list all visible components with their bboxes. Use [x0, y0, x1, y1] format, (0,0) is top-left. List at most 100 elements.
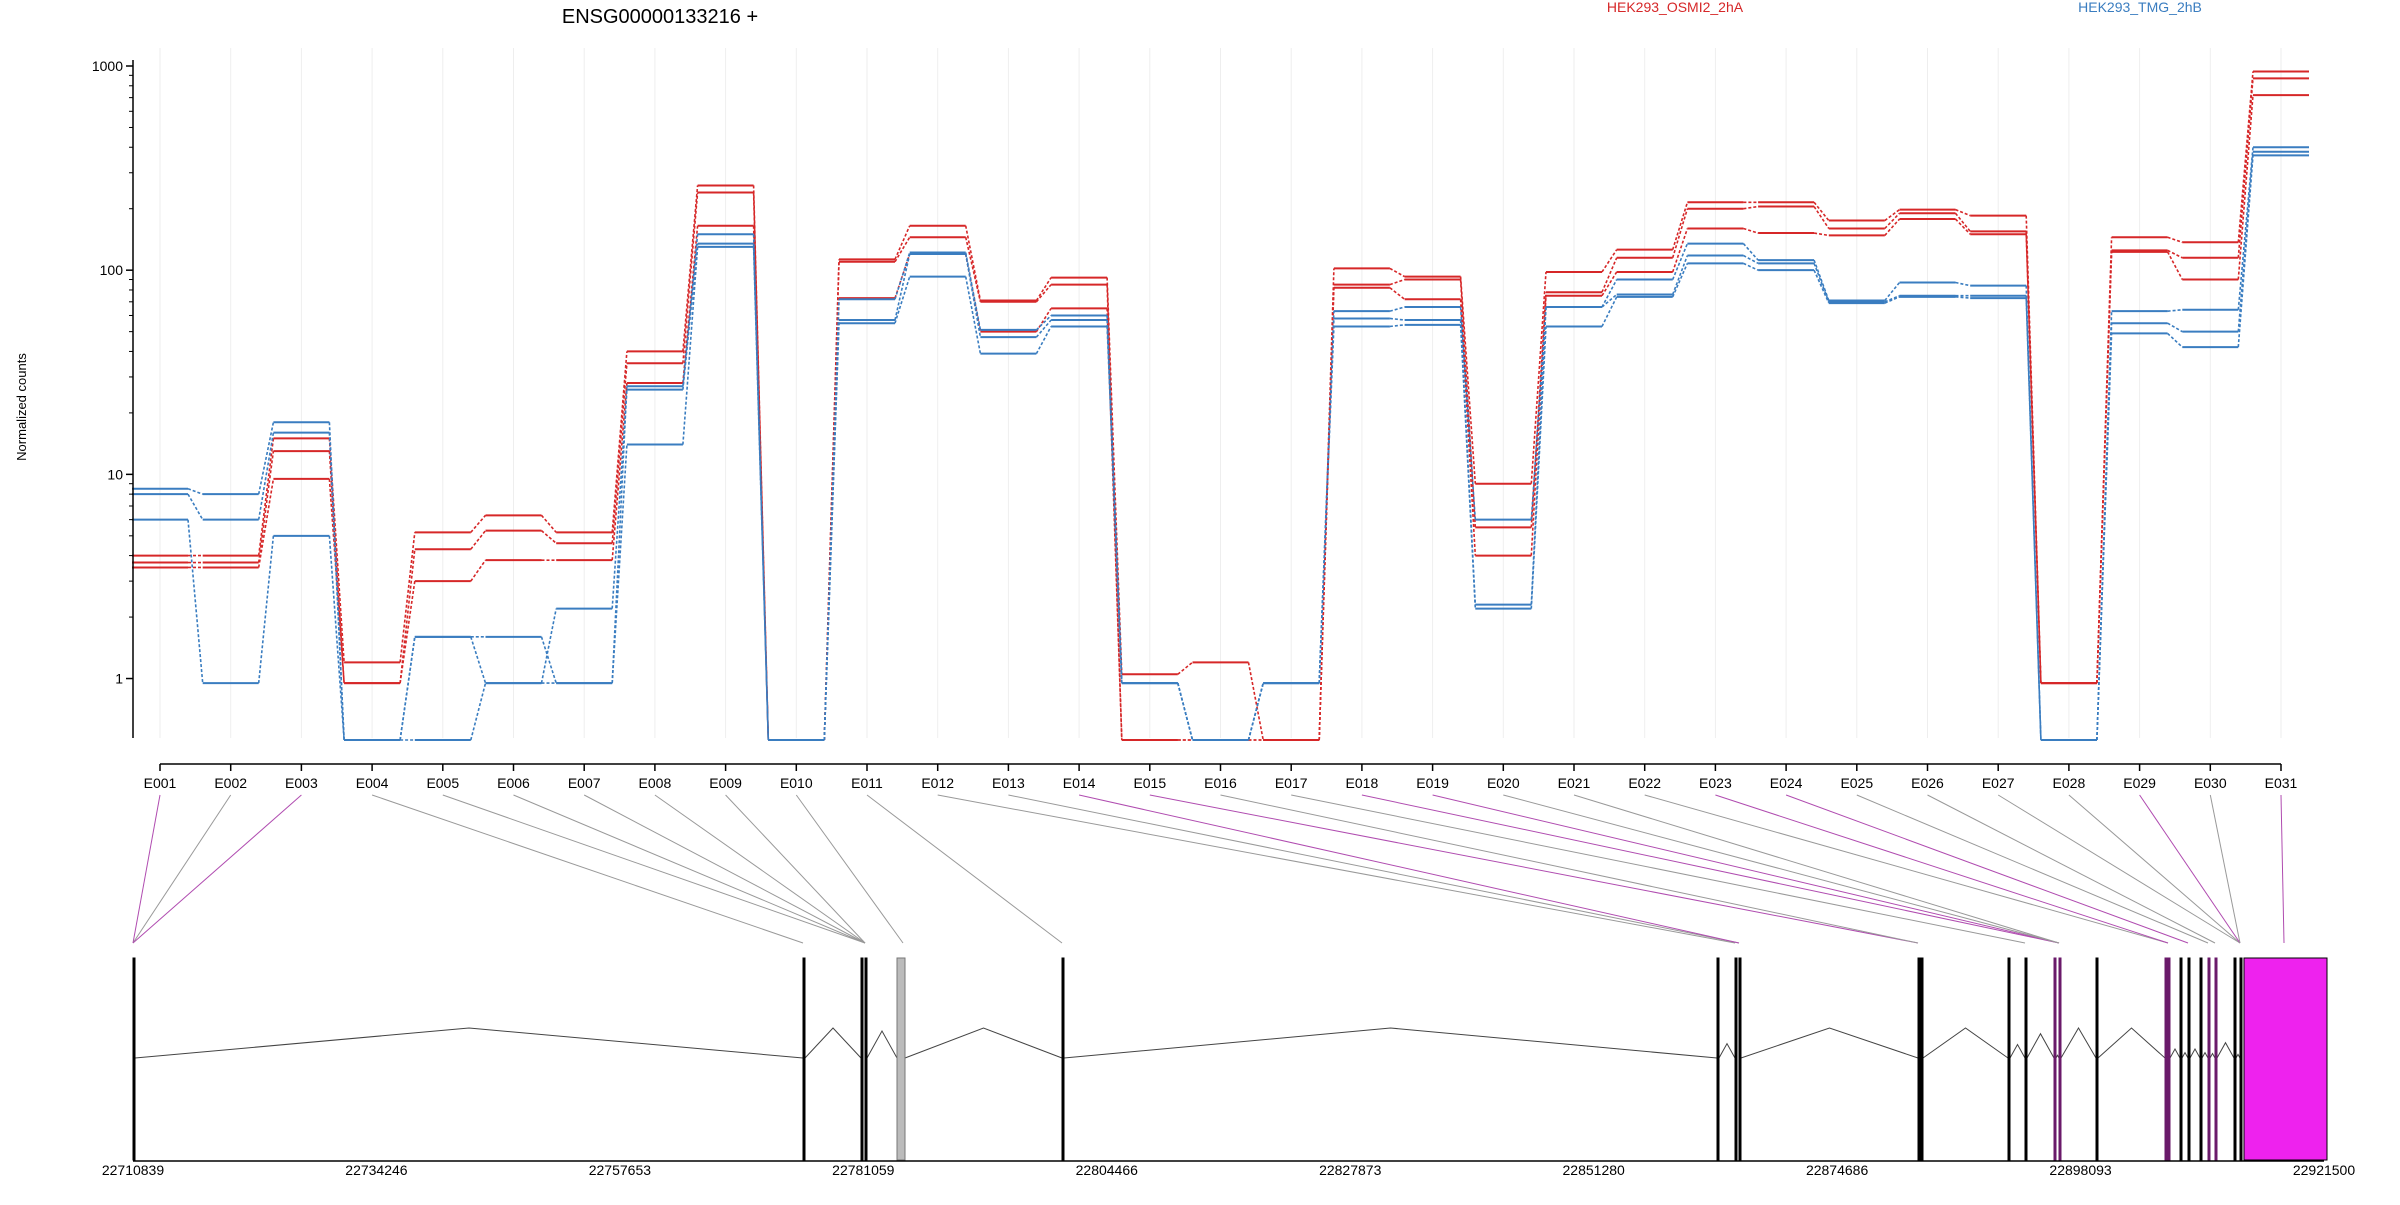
- series-connector: [611, 351, 628, 533]
- series-connector: [1884, 218, 1901, 236]
- exon-connector: [937, 794, 1736, 944]
- exon-block: [2233, 957, 2237, 1161]
- exon-connector: [1008, 794, 1740, 944]
- series-connector: [1601, 257, 1618, 293]
- exon-connector: [1573, 794, 2060, 944]
- intron: [1718, 1042, 1736, 1059]
- series-connector: [894, 253, 911, 299]
- exon-connector: [1715, 794, 2169, 944]
- series-connector: [1035, 284, 1052, 303]
- series-connector: [1035, 307, 1052, 333]
- exon-connector: [1856, 794, 2209, 944]
- series-connector: [257, 478, 275, 568]
- exon-block: [2058, 957, 2062, 1161]
- series-connector: [1671, 243, 1689, 280]
- x-tick-label: E006: [497, 775, 530, 791]
- intron: [2201, 1051, 2209, 1059]
- series-connector: [1671, 202, 1689, 250]
- intron: [2009, 1043, 2026, 1059]
- series-connector: [470, 514, 487, 533]
- grid-layer: [159, 48, 2282, 738]
- series-connector: [2025, 298, 2042, 741]
- x-tick-label: E009: [709, 775, 742, 791]
- exon-block: [1716, 957, 1720, 1161]
- exon-connector: [1785, 794, 2189, 944]
- series-connector: [682, 246, 699, 445]
- exon-connector: [513, 794, 866, 944]
- series-connector: [1459, 279, 1477, 528]
- intron: [2216, 1041, 2235, 1059]
- series-connector: [2237, 71, 2254, 243]
- series-connector: [1459, 324, 1477, 609]
- series-connector: [1954, 218, 1971, 235]
- series-connector: [470, 530, 487, 550]
- series-connector: [1530, 271, 1547, 484]
- series-connector: [540, 636, 557, 684]
- series-connector: [1813, 263, 1830, 303]
- x-tick-label: E020: [1487, 775, 1520, 791]
- series-connector: [2167, 332, 2183, 348]
- x-tick-label: E007: [568, 775, 601, 791]
- series-connector: [328, 478, 345, 684]
- series-connector: [257, 450, 275, 563]
- x-tick-label: E004: [356, 775, 389, 791]
- series-connector: [2025, 295, 2042, 741]
- exon-block: [864, 957, 868, 1161]
- series-connector: [682, 192, 699, 364]
- exon-connector: [132, 794, 302, 944]
- x-tick-label: E027: [1982, 775, 2015, 791]
- series-connector: [1884, 212, 1901, 230]
- series-connector: [1459, 306, 1477, 520]
- intron: [1922, 1027, 2009, 1059]
- exon-connector: [442, 794, 866, 944]
- series-connector: [1813, 206, 1830, 229]
- genomic-tick-label: 22898093: [2049, 1162, 2112, 1178]
- series-connector: [752, 246, 770, 741]
- x-tick-label: E031: [2265, 775, 2298, 791]
- series-connector: [964, 252, 982, 331]
- series-connector: [1035, 314, 1052, 331]
- series-connector: [540, 608, 557, 684]
- x-tick-label: E005: [426, 775, 459, 791]
- series-connector: [1955, 296, 1971, 299]
- series-connector: [1813, 232, 1829, 237]
- exon-block: [2243, 957, 2328, 1161]
- intron: [134, 1027, 804, 1059]
- intron: [804, 1027, 862, 1059]
- series-connector: [1530, 326, 1547, 609]
- series-connector: [894, 276, 911, 324]
- exon-connector: [583, 794, 866, 944]
- exon-connector: [725, 794, 866, 944]
- series-connector: [1389, 278, 1405, 286]
- series-connector: [1601, 249, 1618, 273]
- exon-block: [2239, 957, 2243, 1161]
- exon-block: [1917, 957, 1921, 1161]
- series-connector: [257, 422, 275, 495]
- series-connector: [399, 581, 416, 684]
- series-connector: [1601, 296, 1618, 327]
- series-connector: [399, 532, 416, 663]
- series-connector: [187, 488, 203, 495]
- exon-block: [2053, 957, 2057, 1161]
- series-connector: [1601, 293, 1618, 308]
- exon-connector: [2068, 794, 2241, 944]
- exon-connector: [1997, 794, 2241, 944]
- intron: [1063, 1027, 1718, 1059]
- series-connector: [1671, 208, 1689, 259]
- series-connector: [1035, 277, 1052, 301]
- series-connector: [1884, 294, 1900, 303]
- series-connector: [1742, 243, 1759, 261]
- series-connector: [1389, 306, 1405, 312]
- series-connector: [682, 225, 699, 384]
- series-connector: [2237, 155, 2254, 348]
- intron: [2097, 1027, 2166, 1059]
- exon-connector: [1220, 794, 1919, 944]
- exon-connector: [1361, 794, 2060, 944]
- genomic-tick-label: 22851280: [1563, 1162, 1626, 1178]
- exon-block: [2214, 957, 2218, 1161]
- x-tick-label: E017: [1275, 775, 1308, 791]
- legend-entry-osmi2: HEK293_OSMI2_2hA: [1607, 0, 1744, 15]
- series-connector: [823, 323, 840, 741]
- series-6: [132, 154, 2309, 741]
- intron: [2235, 1053, 2241, 1059]
